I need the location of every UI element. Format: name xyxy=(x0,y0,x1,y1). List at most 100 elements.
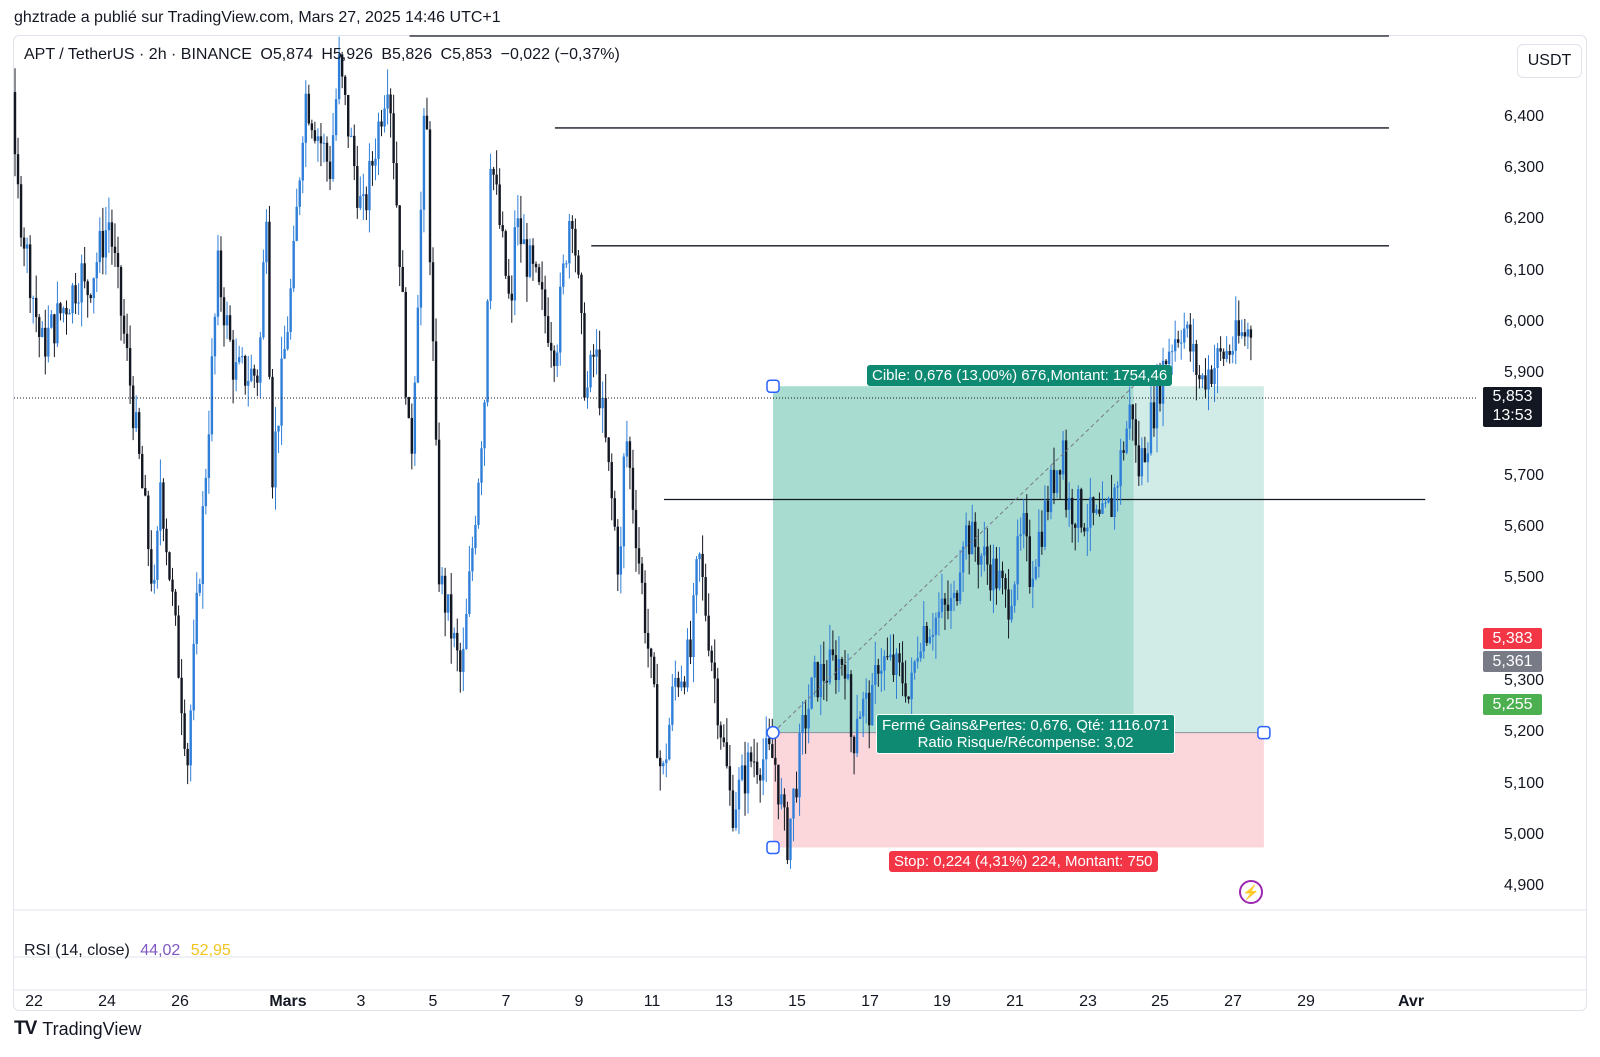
symbol-legend: APT / TetherUS · 2h · BINANCE O5,874 H5,… xyxy=(24,46,624,64)
candle-body xyxy=(210,356,214,435)
time-label: 5 xyxy=(428,993,438,1010)
footer-brand[interactable]: TV TradingView xyxy=(14,1018,141,1040)
candle-body xyxy=(389,94,392,114)
candle-body xyxy=(758,774,762,781)
candle-body xyxy=(168,552,171,580)
price-label: 5,900 xyxy=(1504,364,1545,381)
candle-body xyxy=(377,121,380,159)
candle-body xyxy=(122,315,126,334)
candle-body xyxy=(695,559,698,596)
candle-body xyxy=(983,546,986,556)
candle-body xyxy=(525,239,529,277)
candle-body xyxy=(44,327,47,357)
candle-body xyxy=(131,385,135,429)
candle-body xyxy=(1225,351,1228,359)
candle-body xyxy=(904,683,907,697)
rsi-label[interactable]: RSI (14, close) xyxy=(24,942,130,959)
candle-body xyxy=(995,558,998,589)
candle-body xyxy=(801,715,804,734)
candle-body xyxy=(1125,428,1128,453)
candle-body xyxy=(471,548,474,572)
candle-body xyxy=(1173,339,1177,352)
candle-body xyxy=(713,662,716,679)
candle-body xyxy=(810,677,813,709)
candle-body xyxy=(298,180,301,207)
candle-body xyxy=(825,680,829,683)
candle-body xyxy=(607,437,610,463)
candle-body xyxy=(419,209,423,308)
price-label: 5,600 xyxy=(1504,518,1545,535)
candle-body xyxy=(519,218,523,245)
candle-body xyxy=(498,184,501,226)
candle-body xyxy=(292,240,295,289)
candle-body xyxy=(583,313,586,398)
candle-body xyxy=(265,221,268,263)
candle-body xyxy=(259,337,262,383)
candle-body xyxy=(807,708,810,729)
candle-body xyxy=(428,129,432,263)
candle-body xyxy=(858,716,862,719)
candle-body xyxy=(916,658,919,662)
candle-body xyxy=(101,230,105,258)
candle-body xyxy=(353,135,356,167)
candle-body xyxy=(62,308,65,314)
candle-body xyxy=(777,764,780,805)
candle-body xyxy=(1246,329,1250,337)
candle-body xyxy=(613,498,616,527)
candle-body xyxy=(92,278,95,299)
candle-body xyxy=(1007,589,1010,620)
time-label: 19 xyxy=(933,993,951,1010)
candle-body xyxy=(922,626,925,652)
candle-body xyxy=(943,598,947,605)
symbol-name[interactable]: APT / TetherUS · 2h · BINANCE xyxy=(24,46,252,63)
candle-body xyxy=(368,160,371,211)
candle-body xyxy=(1170,351,1174,353)
candle-body xyxy=(474,524,477,549)
candle-body xyxy=(934,617,938,635)
price-tag-green: 5,255 xyxy=(1483,694,1542,715)
candle-body xyxy=(655,684,659,758)
closed-pnl-label[interactable]: Fermé Gains&Pertes: 0,676, Qté: 1116.071… xyxy=(876,714,1176,754)
candle-body xyxy=(325,142,329,162)
candle-body xyxy=(68,313,71,315)
candle-body xyxy=(861,698,865,717)
candle-body xyxy=(343,76,347,95)
candle-body xyxy=(1213,367,1216,385)
lightning-icon[interactable]: ⚡ xyxy=(1239,880,1263,904)
candle-body xyxy=(804,715,807,729)
candle-body xyxy=(846,674,850,679)
candle-body xyxy=(652,656,656,685)
candle-body xyxy=(431,262,435,342)
target-label[interactable]: Cible: 0,676 (13,00%) 676,Montant: 1754,… xyxy=(867,365,1173,386)
candle-body xyxy=(150,549,153,584)
candle-body xyxy=(562,263,565,287)
candle-body xyxy=(880,670,883,674)
price-label: 5,200 xyxy=(1504,723,1545,740)
time-label: 29 xyxy=(1297,993,1315,1010)
candle-body xyxy=(610,462,613,499)
candle-body xyxy=(928,636,932,643)
stop-label[interactable]: Stop: 0,224 (4,31%) 224, Montant: 750 xyxy=(889,851,1158,872)
candle-body xyxy=(961,546,965,573)
candle-body xyxy=(689,639,692,658)
position-handle xyxy=(766,379,780,393)
candle-body xyxy=(380,121,383,127)
candle-body xyxy=(958,572,962,602)
candle-body xyxy=(425,115,429,130)
candle-body xyxy=(65,308,68,315)
candle-body xyxy=(1061,440,1065,475)
candle-body xyxy=(1086,527,1089,532)
candle-body xyxy=(768,738,771,745)
time-label: Avr xyxy=(1397,993,1425,1010)
candle-body xyxy=(1122,450,1125,453)
candle-body xyxy=(104,230,108,258)
candle-body xyxy=(1004,578,1007,590)
candle-body xyxy=(1249,329,1253,338)
candle-body xyxy=(752,761,756,763)
candle-body xyxy=(110,222,114,247)
candle-body xyxy=(540,282,544,290)
candle-body xyxy=(1198,374,1201,380)
currency-button[interactable]: USDT xyxy=(1517,44,1582,78)
candle-body xyxy=(1046,500,1050,513)
